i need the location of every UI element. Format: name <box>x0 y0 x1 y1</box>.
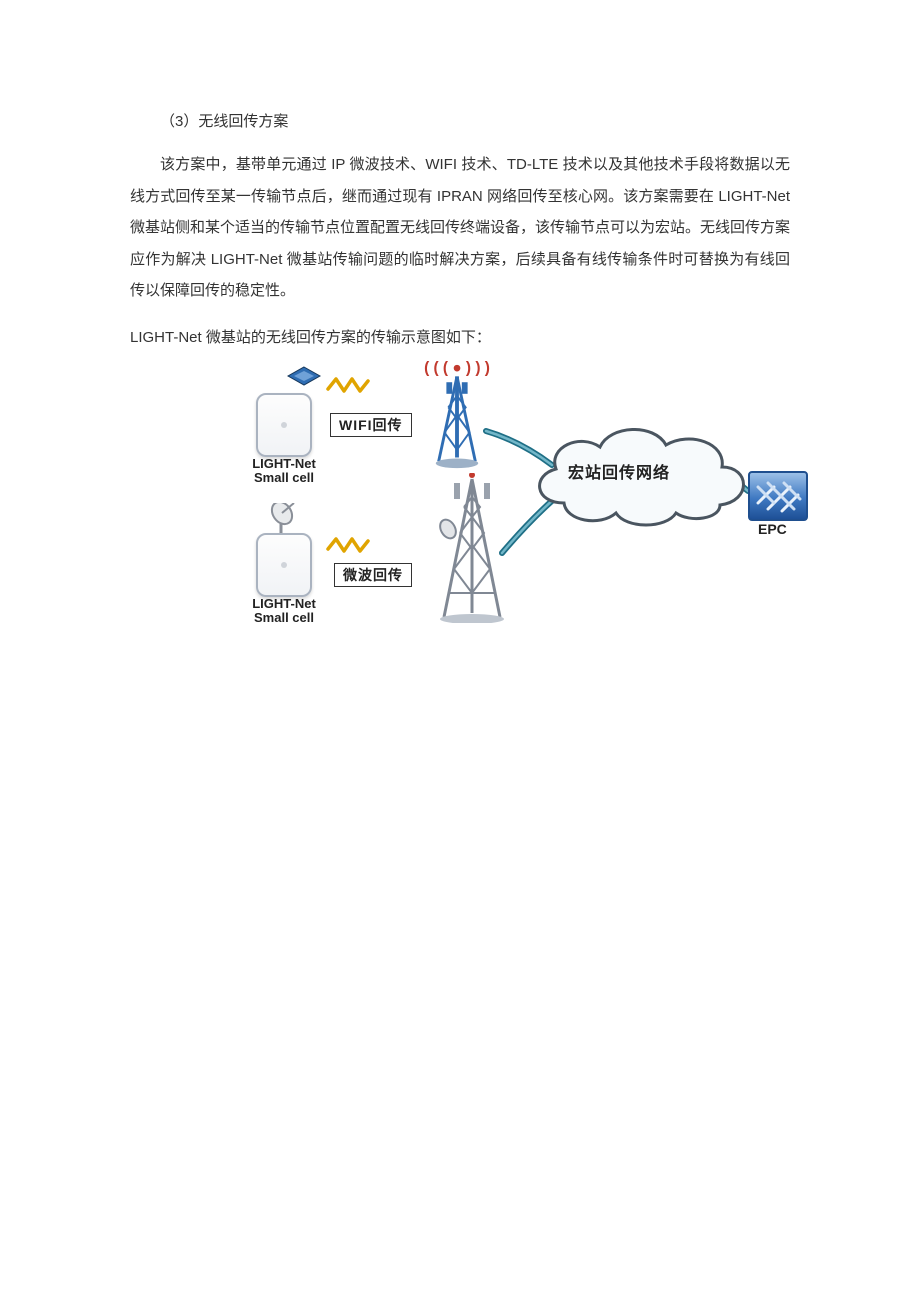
section-heading: （3）无线回传方案 <box>130 110 790 131</box>
backhaul-diagram: LIGHT-Net Small cell LIGHT-Net Small cel… <box>170 357 810 657</box>
body-paragraph: 该方案中，基带单元通过 IP 微波技术、WIFI 技术、TD-LTE 技术以及其… <box>130 149 790 307</box>
cloud-label: 宏站回传网络 <box>568 465 670 483</box>
epc-icon <box>748 471 808 521</box>
figure-caption: LIGHT-Net 微基站的无线回传方案的传输示意图如下： <box>130 323 790 353</box>
epc-label: EPC <box>758 521 787 537</box>
